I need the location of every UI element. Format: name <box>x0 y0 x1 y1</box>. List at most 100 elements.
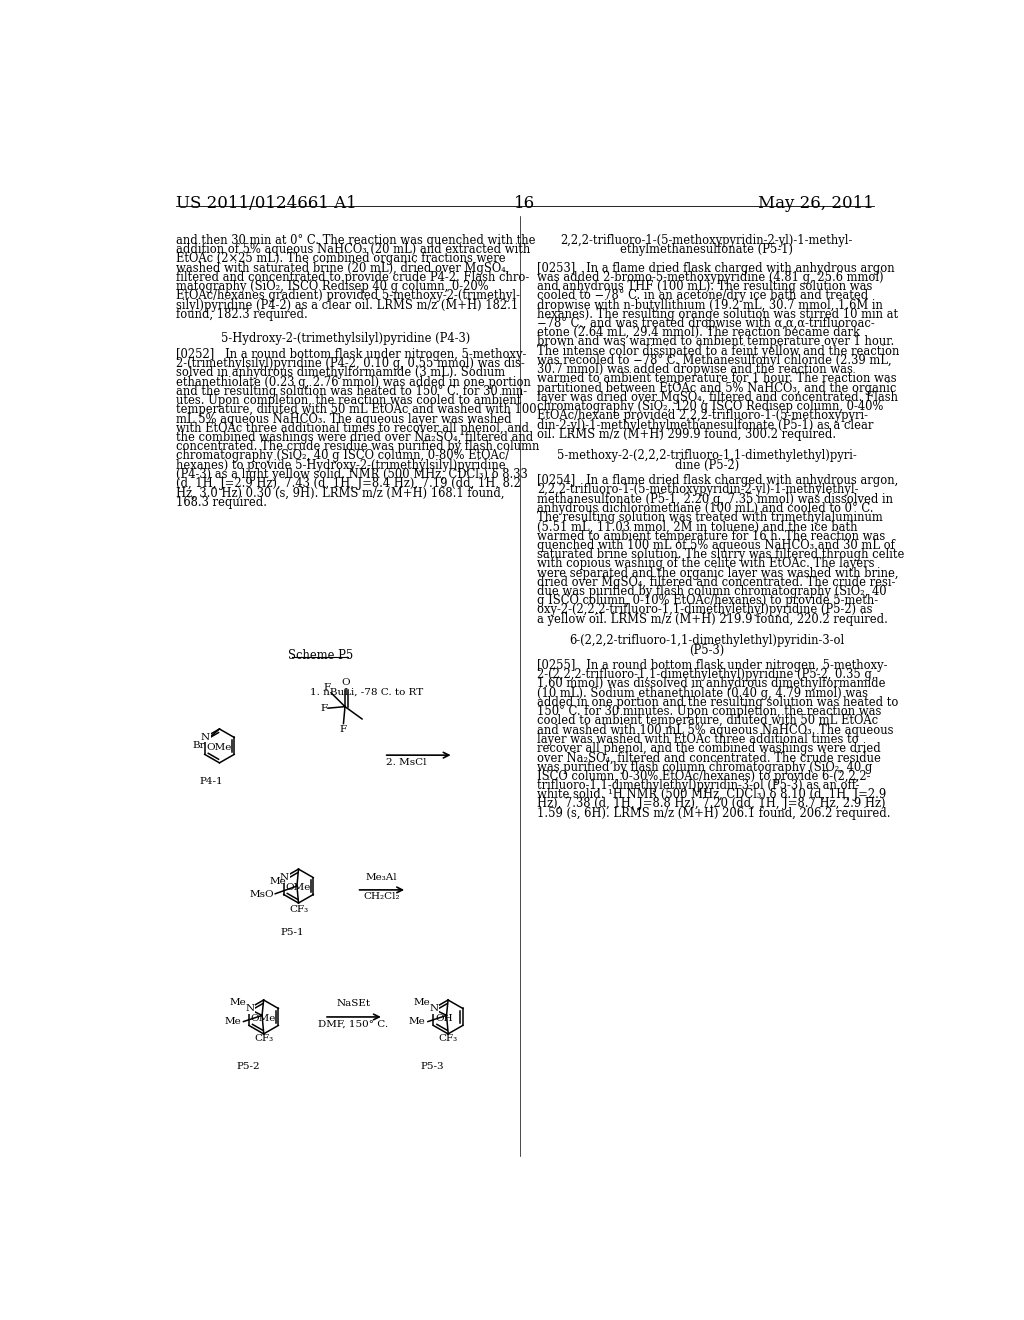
Text: methanesulfonate (P5-1, 2.20 g, 7.35 mmol) was dissolved in: methanesulfonate (P5-1, 2.20 g, 7.35 mmo… <box>538 492 893 506</box>
Text: Hz), 7.38 (d, 1H, J=8.8 Hz), 7.20 (dd, 1H, J=8.7 Hz, 2.9 Hz): Hz), 7.38 (d, 1H, J=8.8 Hz), 7.20 (dd, 1… <box>538 797 886 810</box>
Text: (P4-3) as a light yellow solid. NMR (500 MHz, CDCl₃) δ 8.33: (P4-3) as a light yellow solid. NMR (500… <box>176 469 527 480</box>
Text: brown and was warmed to ambient temperature over 1 hour.: brown and was warmed to ambient temperat… <box>538 335 894 348</box>
Text: F: F <box>340 725 347 734</box>
Text: CF₃: CF₃ <box>289 904 308 913</box>
Text: P5-2: P5-2 <box>237 1061 260 1071</box>
Text: washed with saturated brine (20 mL), dried over MgSO₄,: washed with saturated brine (20 mL), dri… <box>176 261 509 275</box>
Text: N: N <box>429 1005 438 1012</box>
Text: 1.59 (s, 6H). LRMS m/z (M+H) 206.1 found, 206.2 required.: 1.59 (s, 6H). LRMS m/z (M+H) 206.1 found… <box>538 807 891 820</box>
Text: 2. MsCl: 2. MsCl <box>386 758 427 767</box>
Text: [0253]   In a flame dried flask charged with anhydrous argon: [0253] In a flame dried flask charged wi… <box>538 261 895 275</box>
Text: Me: Me <box>414 998 430 1007</box>
Text: and the resulting solution was heated to 150° C. for 30 min-: and the resulting solution was heated to… <box>176 385 527 397</box>
Text: DMF, 150° C.: DMF, 150° C. <box>318 1019 388 1028</box>
Text: 168.3 required.: 168.3 required. <box>176 496 267 508</box>
Text: 150° C. for 30 minutes. Upon completion, the reaction was: 150° C. for 30 minutes. Upon completion,… <box>538 705 882 718</box>
Text: over Na₂SO₄, filtered and concentrated. The crude residue: over Na₂SO₄, filtered and concentrated. … <box>538 751 881 764</box>
Text: with copious washing of the celite with EtOAc. The layers: with copious washing of the celite with … <box>538 557 874 570</box>
Text: N: N <box>201 733 210 742</box>
Text: ISCO column, 0-30% EtOAc/hexanes) to provide 6-(2,2,2-: ISCO column, 0-30% EtOAc/hexanes) to pro… <box>538 770 870 783</box>
Text: recover all phenol, and the combined washings were dried: recover all phenol, and the combined was… <box>538 742 881 755</box>
Text: utes. Upon completion, the reaction was cooled to ambient: utes. Upon completion, the reaction was … <box>176 395 521 407</box>
Text: temperature, diluted with 50 mL EtOAc and washed with 100: temperature, diluted with 50 mL EtOAc an… <box>176 404 537 416</box>
Text: OH: OH <box>435 1014 454 1023</box>
Text: cooled to ambient temperature, diluted with 50 mL EtOAc: cooled to ambient temperature, diluted w… <box>538 714 879 727</box>
Text: F: F <box>321 704 328 713</box>
Text: filtered and concentrated to provide crude P4-2. Flash chro-: filtered and concentrated to provide cru… <box>176 271 529 284</box>
Text: [0252]   In a round bottom flask under nitrogen, 5-methoxy-: [0252] In a round bottom flask under nit… <box>176 348 526 360</box>
Text: and washed with 100 mL 5% aqueous NaHCO₃. The aqueous: and washed with 100 mL 5% aqueous NaHCO₃… <box>538 723 894 737</box>
Text: CH₂Cl₂: CH₂Cl₂ <box>364 892 399 902</box>
Text: mL 5% aqueous NaHCO₃. The aqueous layer was washed: mL 5% aqueous NaHCO₃. The aqueous layer … <box>176 412 512 425</box>
Text: ethanethiolate (0.23 g, 2.76 mmol) was added in one portion: ethanethiolate (0.23 g, 2.76 mmol) was a… <box>176 376 530 388</box>
Text: dine (P5-2): dine (P5-2) <box>675 459 739 471</box>
Text: chromatography (SiO₂, 120 g ISCO Redisep column, 0-40%: chromatography (SiO₂, 120 g ISCO Redisep… <box>538 400 884 413</box>
Text: EtOAc/hexane provided 2,2,2-trifluoro-1-(5-methoxypyri-: EtOAc/hexane provided 2,2,2-trifluoro-1-… <box>538 409 868 422</box>
Text: Me: Me <box>409 1018 426 1026</box>
Text: partitioned between EtOAc and 5% NaHCO₃, and the organic: partitioned between EtOAc and 5% NaHCO₃,… <box>538 381 897 395</box>
Text: matography (SiO₂, ISCO Redisep 40 g column, 0-20%: matography (SiO₂, ISCO Redisep 40 g colu… <box>176 280 488 293</box>
Text: cooled to −78° C. in an acetone/dry ice bath and treated: cooled to −78° C. in an acetone/dry ice … <box>538 289 868 302</box>
Text: layer was dried over MgSO₄, filtered and concentrated. Flash: layer was dried over MgSO₄, filtered and… <box>538 391 898 404</box>
Text: g ISCO column, 0-10% EtOAc/hexanes) to provide 5-meth-: g ISCO column, 0-10% EtOAc/hexanes) to p… <box>538 594 879 607</box>
Text: trifluoro-1,1-dimethylethyl)pyridin-3-ol (P5-3) as an off-: trifluoro-1,1-dimethylethyl)pyridin-3-ol… <box>538 779 860 792</box>
Text: and then 30 min at 0° C. The reaction was quenched with the: and then 30 min at 0° C. The reaction wa… <box>176 234 536 247</box>
Text: OMe: OMe <box>206 743 231 752</box>
Text: was purified by flash column chromatography (SiO₂, 40 g: was purified by flash column chromatogra… <box>538 760 872 774</box>
Text: N: N <box>245 1005 254 1012</box>
Text: was recooled to −78° C. Methanesulfonyl chloride (2.39 mL,: was recooled to −78° C. Methanesulfonyl … <box>538 354 892 367</box>
Text: warmed to ambient temperature for 1 hour. The reaction was: warmed to ambient temperature for 1 hour… <box>538 372 897 385</box>
Text: N: N <box>280 873 289 882</box>
Text: 6-(2,2,2-trifluoro-1,1-dimethylethyl)pyridin-3-ol: 6-(2,2,2-trifluoro-1,1-dimethylethyl)pyr… <box>569 635 845 647</box>
Text: concentrated. The crude residue was purified by flash column: concentrated. The crude residue was puri… <box>176 441 540 453</box>
Text: the combined washings were dried over Na₂SO₄, filtered and: the combined washings were dried over Na… <box>176 430 534 444</box>
Text: were separated and the organic layer was washed with brine,: were separated and the organic layer was… <box>538 566 899 579</box>
Text: F: F <box>324 682 331 692</box>
Text: MsO: MsO <box>249 890 273 899</box>
Text: NaSEt: NaSEt <box>337 999 371 1007</box>
Text: saturated brine solution. The slurry was filtered through celite: saturated brine solution. The slurry was… <box>538 548 904 561</box>
Text: Me: Me <box>269 876 286 886</box>
Text: white solid. ¹H NMR (500 MHz, CDCl₃) δ 8.10 (d, 1H, J=2.9: white solid. ¹H NMR (500 MHz, CDCl₃) δ 8… <box>538 788 887 801</box>
Text: added in one portion and the resulting solution was heated to: added in one portion and the resulting s… <box>538 696 899 709</box>
Text: 1.60 mmol) was dissolved in anhydrous dimethylformamide: 1.60 mmol) was dissolved in anhydrous di… <box>538 677 886 690</box>
Text: oil. LRMS m/z (M+H) 299.9 found, 300.2 required.: oil. LRMS m/z (M+H) 299.9 found, 300.2 r… <box>538 428 837 441</box>
Text: Hz, 3.0 Hz) 0.30 (s, 9H). LRMS m/z (M+H) 168.1 found,: Hz, 3.0 Hz) 0.30 (s, 9H). LRMS m/z (M+H)… <box>176 487 505 499</box>
Text: 30.7 mmol) was added dropwise and the reaction was: 30.7 mmol) was added dropwise and the re… <box>538 363 853 376</box>
Text: P5-1: P5-1 <box>281 928 304 937</box>
Text: warmed to ambient temperature for 16 h. The reaction was: warmed to ambient temperature for 16 h. … <box>538 529 886 543</box>
Text: din-2-yl)-1-methylethylmethanesulfonate (P5-1) as a clear: din-2-yl)-1-methylethylmethanesulfonate … <box>538 418 873 432</box>
Text: 5-Hydroxy-2-(trimethylsilyl)pyridine (P4-3): 5-Hydroxy-2-(trimethylsilyl)pyridine (P4… <box>221 333 470 346</box>
Text: −78° C., and was treated dropwise with α,α,α-trifluoroac-: −78° C., and was treated dropwise with α… <box>538 317 874 330</box>
Text: Me₃Al: Me₃Al <box>366 874 397 882</box>
Text: chromatography (SiO₂, 40 g ISCO column, 0-80% EtOAc/: chromatography (SiO₂, 40 g ISCO column, … <box>176 449 509 462</box>
Text: Br: Br <box>193 742 206 750</box>
Text: CF₃: CF₃ <box>254 1034 273 1043</box>
Text: Me: Me <box>224 1018 241 1026</box>
Text: was added 2-bromo-5-methoxypyridine (4.81 g, 25.6 mmol): was added 2-bromo-5-methoxypyridine (4.8… <box>538 271 884 284</box>
Text: US 2011/0124661 A1: US 2011/0124661 A1 <box>176 195 356 213</box>
Text: The intense color dissipated to a feint yellow and the reaction: The intense color dissipated to a feint … <box>538 345 899 358</box>
Text: hexanes) to provide 5-Hydroxy-2-(trimethylsilyl)pyridine: hexanes) to provide 5-Hydroxy-2-(trimeth… <box>176 459 506 471</box>
Text: (10 mL). Sodium ethanethiolate (0.40 g, 4.79 mmol) was: (10 mL). Sodium ethanethiolate (0.40 g, … <box>538 686 868 700</box>
Text: 5-methoxy-2-(2,2,2-trifluoro-1,1-dimethylethyl)pyri-: 5-methoxy-2-(2,2,2-trifluoro-1,1-dimethy… <box>557 449 857 462</box>
Text: due was purified by flash column chromatography (SiO₂, 40: due was purified by flash column chromat… <box>538 585 887 598</box>
Text: silyl)pyridine (P4-2) as a clear oil. LRMS m/z (M+H) 182.1: silyl)pyridine (P4-2) as a clear oil. LR… <box>176 298 518 312</box>
Text: layer was washed with EtOAc three additional times to: layer was washed with EtOAc three additi… <box>538 733 859 746</box>
Text: CF₃: CF₃ <box>438 1034 458 1043</box>
Text: solved in anhydrous dimethylformamide (3 mL). Sodium: solved in anhydrous dimethylformamide (3… <box>176 367 505 379</box>
Text: dropwise with n-butyllithium (19.2 mL, 30.7 mmol, 1.6M in: dropwise with n-butyllithium (19.2 mL, 3… <box>538 298 883 312</box>
Text: oxy-2-(2,2,2-trifluoro-1,1-dimethylethyl)pyridine (P5-2) as: oxy-2-(2,2,2-trifluoro-1,1-dimethylethyl… <box>538 603 872 616</box>
Text: May 26, 2011: May 26, 2011 <box>758 195 873 213</box>
Text: 1. nBuLi, -78 C. to RT: 1. nBuLi, -78 C. to RT <box>310 688 423 697</box>
Text: dried over MgSO₄, filtered and concentrated. The crude resi-: dried over MgSO₄, filtered and concentra… <box>538 576 896 589</box>
Text: OMe: OMe <box>286 883 310 892</box>
Text: [0255]   In a round bottom flask under nitrogen, 5-methoxy-: [0255] In a round bottom flask under nit… <box>538 659 888 672</box>
Text: anhydrous dichloromethane (100 mL) and cooled to 0° C.: anhydrous dichloromethane (100 mL) and c… <box>538 502 873 515</box>
Text: 16: 16 <box>514 195 536 213</box>
Text: 2,2,2-trifluoro-1-(5-methoxypyridin-2-yl)-1-methylethyl-: 2,2,2-trifluoro-1-(5-methoxypyridin-2-yl… <box>538 483 859 496</box>
Text: OMe: OMe <box>251 1014 275 1023</box>
Text: a yellow oil. LRMS m/z (M+H) 219.9 found, 220.2 required.: a yellow oil. LRMS m/z (M+H) 219.9 found… <box>538 612 888 626</box>
Text: (5.51 mL, 11.03 mmol, 2M in toluene) and the ice bath: (5.51 mL, 11.03 mmol, 2M in toluene) and… <box>538 520 858 533</box>
Text: EtOAc/hexanes gradient) provided 5-methoxy-2-(trimethyl-: EtOAc/hexanes gradient) provided 5-metho… <box>176 289 520 302</box>
